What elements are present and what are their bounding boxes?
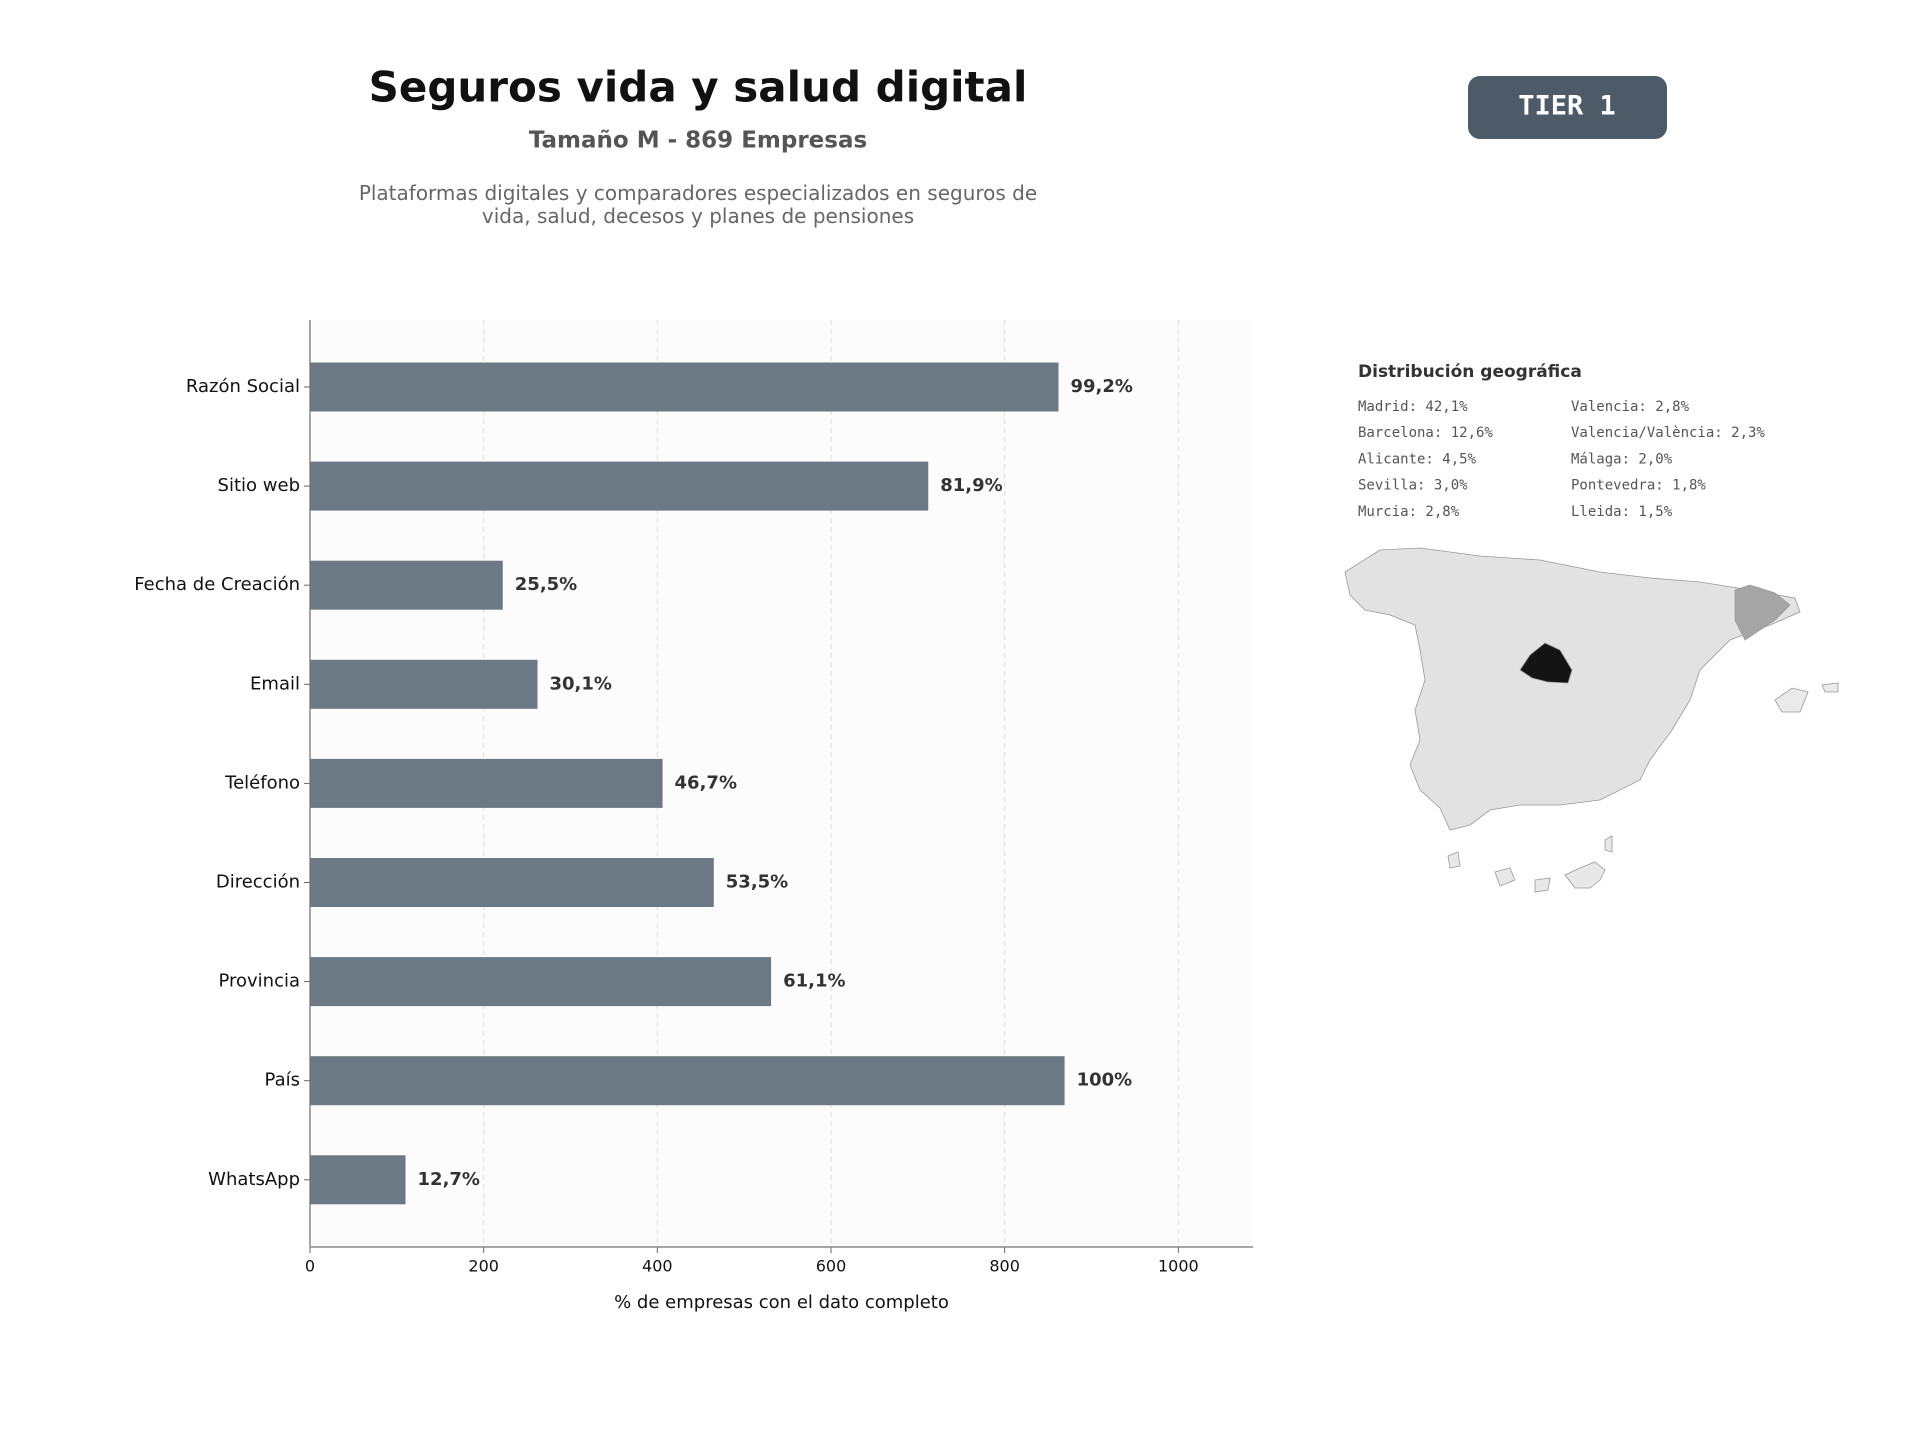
bar (310, 1155, 406, 1205)
x-tick-label: 800 (989, 1257, 1020, 1276)
value-label: 81,9% (940, 475, 1002, 496)
x-tick-label: 1000 (1158, 1257, 1199, 1276)
bar (310, 560, 503, 610)
geo-item: Valencia: 2,8% (1571, 399, 1690, 415)
chart-subtitle: Tamaño M - 869 Empresas (529, 128, 867, 154)
geo-item: Lleida: 1,5% (1571, 504, 1673, 520)
bar (310, 461, 929, 511)
value-label: 30,1% (550, 673, 612, 694)
x-tick-label: 600 (816, 1257, 847, 1276)
value-label: 61,1% (783, 971, 845, 992)
y-tick-label: Dirección (216, 872, 300, 893)
chart-description: Plataformas digitales y comparadores esp… (358, 181, 1038, 228)
geo-item: Pontevedra: 1,8% (1571, 478, 1706, 494)
value-label: 99,2% (1070, 376, 1132, 397)
geo-item: Madrid: 42,1% (1358, 399, 1468, 415)
bar (310, 758, 663, 808)
value-label: 46,7% (675, 772, 737, 793)
y-tick-label: WhatsApp (208, 1169, 300, 1190)
geo-item: Murcia: 2,8% (1358, 504, 1460, 520)
geo-item: Sevilla: 3,0% (1358, 478, 1468, 494)
chart-title: Seguros vida y salud digital (369, 63, 1028, 112)
y-tick-label: Teléfono (224, 772, 300, 793)
y-tick-label: Provincia (218, 971, 300, 992)
bar (310, 1056, 1065, 1106)
spain-map (1344, 547, 1839, 893)
bar (310, 362, 1059, 412)
value-label: 53,5% (726, 872, 788, 893)
geo-item: Alicante: 4,5% (1358, 451, 1477, 467)
x-tick-label: 0 (305, 1257, 315, 1276)
x-tick-label: 400 (642, 1257, 673, 1276)
y-tick-label: Sitio web (218, 475, 300, 496)
x-axis-label: % de empresas con el dato completo (614, 1292, 949, 1313)
y-tick-label: Razón Social (186, 376, 300, 397)
y-tick-label: País (265, 1070, 300, 1091)
bar (310, 858, 714, 907)
geo-item: Valencia/València: 2,3% (1571, 425, 1765, 441)
y-tick-label: Fecha de Creación (134, 574, 300, 595)
geo-title: Distribución geográfica (1358, 362, 1582, 382)
badge-text: TIER 1 (1518, 91, 1616, 122)
geo-item: Barcelona: 12,6% (1358, 425, 1493, 441)
bar (310, 957, 772, 1007)
x-tick-label: 200 (468, 1257, 499, 1276)
value-label: 12,7% (418, 1169, 480, 1190)
geo-item: Málaga: 2,0% (1571, 451, 1673, 467)
y-tick-label: Email (250, 673, 300, 694)
tier-badge (1468, 76, 1667, 139)
value-label: 100% (1077, 1070, 1133, 1091)
value-label: 25,5% (515, 574, 577, 595)
bar (310, 659, 538, 709)
